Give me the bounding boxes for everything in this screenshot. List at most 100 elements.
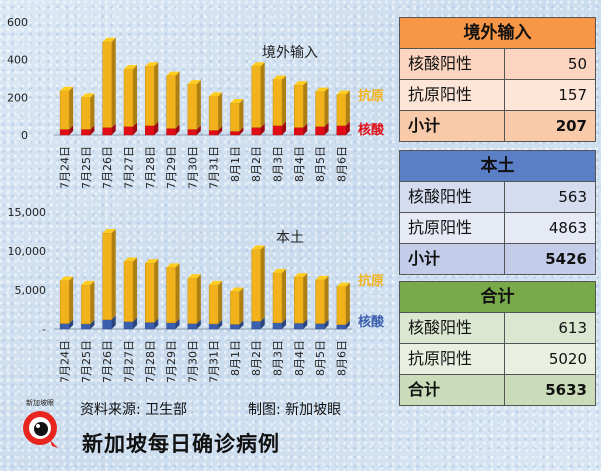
bar-top: [336, 90, 350, 95]
total-panel-title: 合计: [400, 282, 595, 313]
x-tick-label: 7月28日: [144, 340, 157, 383]
bar-pcr: [187, 129, 198, 136]
bar-side: [133, 317, 137, 329]
bar-antigen: [251, 66, 261, 128]
bar-side: [154, 318, 159, 329]
bar-pcr: [294, 322, 304, 330]
bar-side: [69, 86, 74, 130]
x-tick-label: 8月5日: [314, 340, 327, 376]
bar-antigen: [187, 83, 198, 130]
x-tick-label: 8月1日: [229, 340, 242, 376]
bar-top: [315, 87, 329, 92]
bar-antigen: [272, 272, 283, 324]
bar-side: [218, 126, 223, 135]
bar-pcr: [230, 130, 240, 136]
bar-top: [81, 93, 95, 98]
bar-side: [345, 320, 350, 329]
bar-side: [196, 125, 201, 135]
import-row-pcr: 核酸阳性 50: [400, 49, 595, 80]
bar-side: [303, 81, 308, 128]
local-row-subtotal: 小计 5426: [400, 244, 595, 274]
bar-side: [154, 259, 159, 323]
x-tick-label: 7月26日: [101, 146, 114, 189]
local-pcr-value: 563: [558, 188, 587, 206]
y-tick-label: 200: [7, 91, 28, 104]
bar-side: [345, 282, 350, 325]
total-row-grand: 合计 5633: [400, 375, 595, 405]
x-tick-label: 7月25日: [80, 146, 93, 189]
y-tick-label: 5,000: [15, 284, 47, 297]
local-subtotal-value: 5426: [545, 250, 587, 268]
y-tick-label: 600: [7, 16, 28, 29]
bar-antigen: [102, 41, 112, 128]
bar-side: [324, 122, 329, 135]
local-panel-title: 本土: [400, 151, 595, 182]
bar-antigen: [315, 279, 325, 324]
bar-side: [111, 123, 116, 135]
y-tick-label: -: [42, 323, 46, 336]
bar-top: [124, 65, 137, 70]
bar-antigen: [59, 90, 70, 130]
y-tick-label: 400: [7, 54, 28, 67]
bar-pcr: [294, 127, 304, 136]
bar-antigen: [145, 262, 155, 323]
total-pcr-label: 核酸阳性: [400, 313, 505, 343]
bar-top: [124, 257, 137, 262]
bar-side: [239, 127, 244, 135]
x-tick-label: 8月4日: [293, 146, 306, 182]
bar-antigen: [208, 96, 219, 131]
bar-pcr: [145, 125, 155, 136]
x-tick-label: 7月29日: [165, 146, 178, 189]
import-row-subtotal: 小计 207: [400, 111, 595, 141]
import-pcr-label: 核酸阳性: [400, 49, 505, 79]
bar-side: [90, 125, 95, 135]
bar-top: [187, 80, 201, 85]
total-row-antigen: 抗原阳性 5020: [400, 344, 595, 375]
x-tick-label: 7月30日: [186, 146, 199, 189]
y-tick-label: 0: [21, 129, 28, 142]
bar-antigen: [230, 291, 240, 325]
singapore-eye-logo: 新加坡眼: [23, 398, 58, 448]
total-grand-value: 5633: [545, 381, 587, 399]
bar-side: [239, 98, 244, 132]
bar-side: [90, 280, 95, 324]
bar-top: [273, 268, 286, 273]
bar-antigen: [81, 97, 91, 130]
bar-side: [111, 37, 116, 128]
bar-top: [230, 287, 244, 292]
chart-title: 本土: [276, 230, 304, 246]
bar-side: [90, 319, 95, 329]
bar-antigen: [102, 232, 112, 320]
bar-top: [336, 282, 350, 287]
bar-pcr: [123, 321, 134, 330]
x-tick-label: 7月31日: [208, 340, 221, 383]
total-row-pcr: 核酸阳性 613: [400, 313, 595, 344]
import-pcr-value: 50: [567, 55, 587, 73]
maker-credit: 制图: 新加坡眼: [248, 402, 342, 418]
bar-antigen: [123, 68, 134, 127]
bar-top: [60, 276, 74, 281]
bar-top: [315, 275, 329, 280]
bar-side: [303, 123, 308, 135]
bar-pcr: [315, 323, 325, 330]
y-tick-label: 15,000: [8, 206, 47, 219]
bar-pcr: [102, 127, 112, 136]
bar-side: [133, 122, 137, 135]
bar-pcr: [251, 320, 261, 330]
bar-antigen: [272, 79, 283, 126]
import-subtotal-label: 小计: [400, 111, 505, 141]
bar-pcr: [59, 323, 70, 330]
bar-pcr: [272, 125, 283, 136]
x-tick-label: 7月29日: [165, 340, 178, 383]
bar-side: [175, 263, 180, 323]
bar-side: [196, 274, 201, 324]
import-antigen-value: 157: [558, 86, 587, 104]
x-tick-label: 7月28日: [144, 146, 157, 189]
bar-antigen: [145, 66, 155, 126]
bar-side: [154, 62, 159, 126]
total-antigen-value: 5020: [548, 350, 587, 368]
bar-side: [260, 62, 265, 128]
local-row-pcr: 核酸阳性 563: [400, 182, 595, 213]
x-tick-label: 7月27日: [123, 340, 136, 383]
bar-side: [196, 319, 201, 329]
